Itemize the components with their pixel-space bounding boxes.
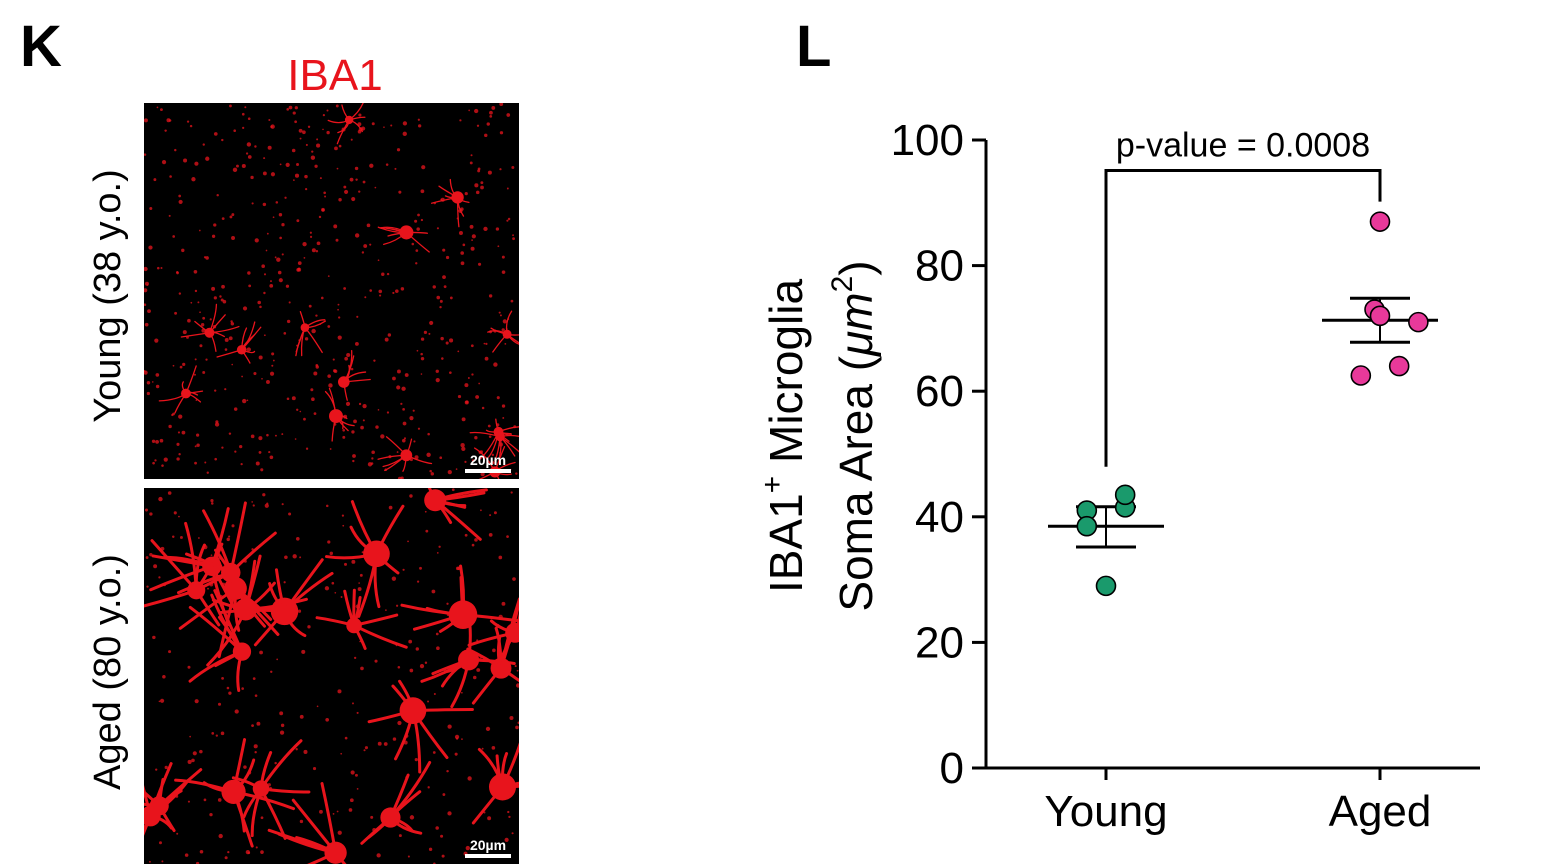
y-axis-label: IBA1+ Microglia — [756, 279, 812, 594]
scale-bar-young-line — [465, 469, 511, 473]
micrograph-young-image — [144, 103, 519, 479]
y-tick-label: 60 — [915, 367, 964, 416]
microglia-texture — [144, 103, 519, 479]
y-tick-label: 40 — [915, 493, 964, 542]
x-tick-label: Young — [1044, 787, 1167, 836]
scale-bar-young: 20µm — [465, 453, 511, 473]
data-point-aged — [1350, 365, 1372, 386]
p-value-label: p-value = 0.0008 — [1116, 127, 1370, 165]
scale-bar-aged-line — [465, 854, 511, 858]
micrograph-aged-image — [144, 488, 519, 864]
scatter-chart: 0 20 40 60 80 100 Young Aged p-value = 0.0008 IBA… — [756, 116, 1480, 836]
scale-bar-aged: 20µm — [465, 838, 511, 858]
data-point-aged — [1388, 355, 1410, 377]
y-tick-label: 80 — [915, 242, 964, 291]
data-point-aged — [1369, 305, 1391, 327]
data-point-aged — [1369, 211, 1391, 232]
microglia-texture — [144, 488, 519, 864]
x-tick-label: Aged — [1329, 787, 1432, 836]
significance-bracket — [1104, 169, 1382, 467]
row-label-aged: Aged (80 y.o.) — [87, 554, 129, 790]
micrograph-aged: 20µm — [144, 488, 519, 864]
y-tick-label: 20 — [915, 618, 964, 667]
y-tick-label: 0 — [940, 744, 964, 793]
scale-bar-aged-label: 20µm — [469, 837, 507, 853]
scale-bar-young-label: 20µm — [469, 452, 507, 468]
y-tick-label: 100 — [891, 116, 964, 165]
panel-label-k: K — [20, 14, 62, 79]
data-point-aged — [1408, 311, 1429, 333]
y-axis-label: Soma Area (μm2) — [826, 260, 882, 611]
micrograph-young: 20µm — [144, 103, 519, 479]
row-label-young: Young (38 y.o.) — [87, 169, 129, 423]
data-point-young — [1095, 575, 1117, 597]
data-point-young — [1114, 484, 1136, 506]
panel-label-l: L — [796, 14, 832, 79]
data-point-young — [1076, 515, 1098, 537]
stain-title: IBA1 — [287, 51, 383, 100]
